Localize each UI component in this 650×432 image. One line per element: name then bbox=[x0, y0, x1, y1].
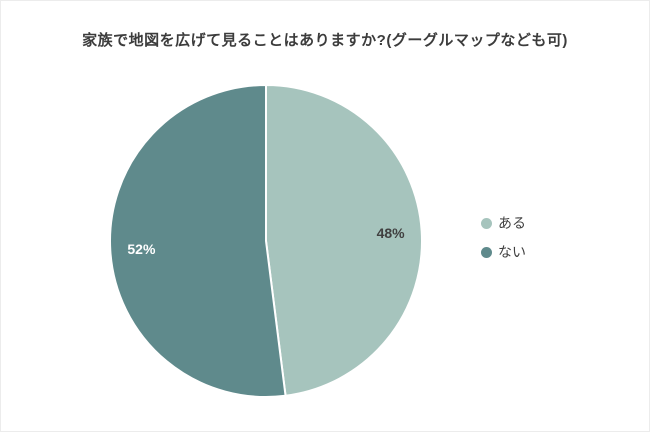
pie-chart: 48% 52% bbox=[109, 84, 423, 398]
legend-item-nai: ない bbox=[481, 242, 526, 262]
legend-label-aru: ある bbox=[498, 215, 526, 231]
legend-label-nai: ない bbox=[498, 244, 526, 260]
pie-slice-value-label-0: 48% bbox=[377, 225, 406, 241]
legend-item-aru: ある bbox=[481, 213, 526, 233]
pie-slice-value-label-1: 52% bbox=[127, 241, 156, 257]
pie-slice-0 bbox=[265, 84, 423, 397]
chart-legend: ある ない bbox=[481, 213, 526, 271]
chart-title: 家族で地図を広げて見ることはありますか?(グーグルマップなども可) bbox=[82, 32, 568, 49]
pie-slice-1 bbox=[109, 84, 287, 398]
legend-swatch-nai bbox=[481, 246, 492, 258]
legend-swatch-aru bbox=[481, 217, 492, 229]
